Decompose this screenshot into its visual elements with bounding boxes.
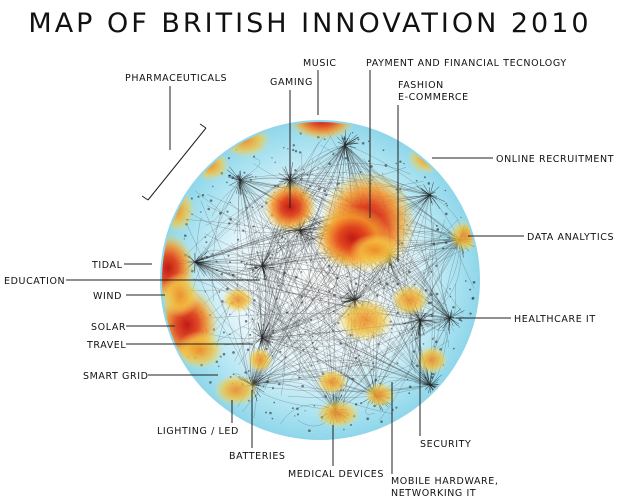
hub-knot xyxy=(251,322,272,355)
hub-knot xyxy=(402,303,437,337)
heat-cluster xyxy=(390,284,430,316)
label-mobile-hardware: MOBILE HARDWARE, NETWORKING IT xyxy=(391,476,499,499)
label-travel: TRAVEL xyxy=(87,340,127,351)
heat-cluster xyxy=(336,297,394,343)
heat-cluster xyxy=(222,287,254,313)
heat-cluster xyxy=(286,122,358,141)
label-payment: PAYMENT AND FINANCIAL TECNOLOGY xyxy=(366,58,567,69)
bracket-pharmaceuticals xyxy=(147,127,207,201)
label-education: EDUCATION xyxy=(4,276,66,287)
heat-cluster xyxy=(364,382,396,408)
heat-cluster xyxy=(162,187,196,233)
hub-knot xyxy=(244,250,278,282)
label-solar: SOLAR xyxy=(91,322,127,333)
bracket-end-b xyxy=(199,123,207,129)
label-security: SECURITY xyxy=(420,439,472,450)
hub-knot xyxy=(435,308,465,335)
label-fashion: FASHION E-COMMERCE xyxy=(398,80,469,103)
label-gaming: GAMING xyxy=(270,77,313,88)
heat-cluster xyxy=(247,347,273,373)
hub-knot xyxy=(226,166,254,196)
heat-cluster xyxy=(315,399,361,429)
label-wind: WIND xyxy=(93,291,123,302)
hub-knot xyxy=(416,182,445,210)
leader-lines xyxy=(66,70,524,474)
bracket-end-a xyxy=(141,195,149,201)
heat-cluster xyxy=(318,87,363,113)
label-medical-devices: MEDICAL DEVICES xyxy=(288,469,385,480)
heat-cluster xyxy=(349,234,401,266)
heat-cluster xyxy=(176,330,224,370)
label-pharmaceuticals: PHARMACEUTICALS xyxy=(125,73,228,84)
label-batteries: BATTERIES xyxy=(229,451,286,462)
heat-cluster xyxy=(213,374,259,406)
label-healthcare-it: HEALTHCARE IT xyxy=(514,314,596,325)
label-lighting-led: LIGHTING / LED xyxy=(157,426,239,437)
label-smart-grid: SMART GRID xyxy=(83,371,149,382)
label-data-analytics: DATA ANALYTICS xyxy=(527,232,615,243)
hub-knot xyxy=(336,129,360,162)
page-title: MAP OF BRITISH INNOVATION 2010 xyxy=(28,8,592,39)
label-tidal: TIDAL xyxy=(92,260,123,271)
heat-cluster xyxy=(316,369,348,395)
label-music: MUSIC xyxy=(303,58,337,69)
heat-cluster xyxy=(416,345,448,375)
heat-cluster xyxy=(162,272,200,318)
label-online-recruitment: ONLINE RECRUITMENT xyxy=(496,154,615,165)
